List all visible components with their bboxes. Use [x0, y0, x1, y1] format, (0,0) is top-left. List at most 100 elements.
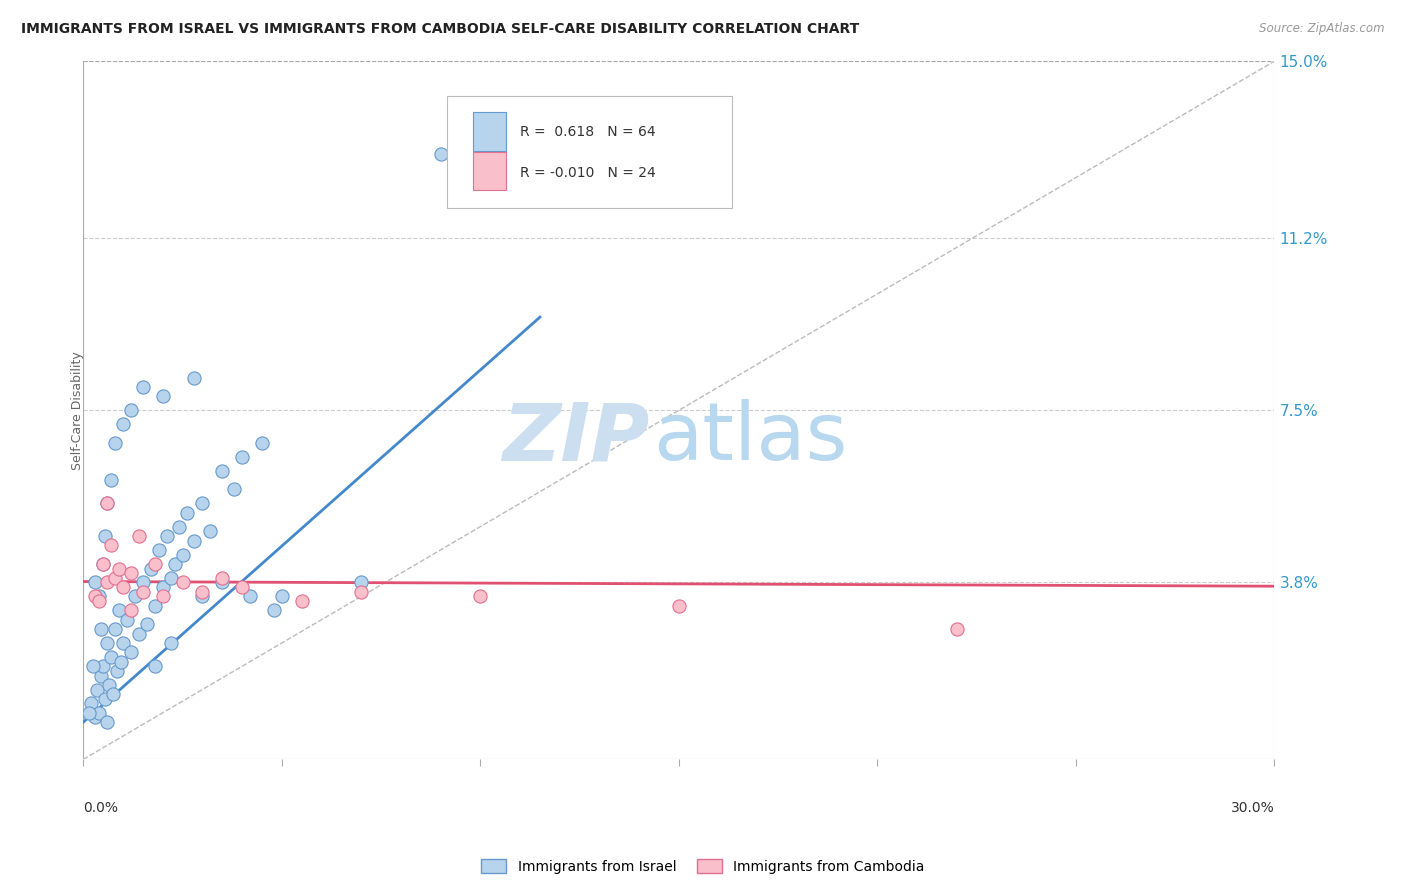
Point — [101, 687, 124, 701]
Legend: Immigrants from Israel, Immigrants from Cambodia: Immigrants from Israel, Immigrants from … — [475, 852, 931, 880]
Point — [946, 622, 969, 636]
Point — [104, 571, 127, 585]
Text: 30.0%: 30.0% — [1230, 801, 1274, 815]
Point — [143, 557, 166, 571]
Point — [470, 590, 492, 604]
Text: atlas: atlas — [652, 400, 846, 477]
Point — [111, 417, 134, 432]
Text: IMMIGRANTS FROM ISRAEL VS IMMIGRANTS FROM CAMBODIA SELF-CARE DISABILITY CORRELAT: IMMIGRANTS FROM ISRAEL VS IMMIGRANTS FRO… — [21, 22, 859, 37]
Point — [128, 626, 150, 640]
Bar — [472, 112, 506, 151]
Point — [120, 403, 142, 417]
Point — [143, 599, 166, 613]
Point — [211, 571, 233, 585]
Point — [120, 603, 142, 617]
Point — [159, 636, 181, 650]
Point — [191, 584, 214, 599]
Point — [96, 496, 118, 510]
Point — [167, 519, 190, 533]
Point — [148, 542, 170, 557]
Point — [191, 590, 214, 604]
Point — [350, 584, 373, 599]
Y-axis label: Self-Care Disability: Self-Care Disability — [72, 351, 84, 469]
Point — [100, 649, 122, 664]
Point — [94, 529, 117, 543]
Point — [239, 590, 262, 604]
Point — [89, 706, 111, 720]
Text: R = -0.010   N = 24: R = -0.010 N = 24 — [520, 166, 657, 180]
Point — [139, 561, 162, 575]
Point — [120, 645, 142, 659]
Point — [224, 483, 246, 497]
Point — [96, 496, 118, 510]
Point — [156, 529, 179, 543]
Point — [94, 691, 117, 706]
Text: 0.0%: 0.0% — [83, 801, 118, 815]
Point — [159, 571, 181, 585]
Point — [120, 566, 142, 581]
Point — [132, 575, 155, 590]
Point — [96, 575, 118, 590]
Point — [668, 599, 690, 613]
Point — [84, 575, 107, 590]
Point — [429, 147, 451, 161]
Point — [132, 584, 155, 599]
Point — [128, 529, 150, 543]
Point — [108, 561, 131, 575]
Text: ZIP: ZIP — [502, 400, 650, 477]
Point — [124, 590, 146, 604]
Point — [91, 557, 114, 571]
Point — [111, 580, 134, 594]
Point — [291, 594, 314, 608]
Point — [231, 580, 253, 594]
FancyBboxPatch shape — [447, 96, 733, 208]
Point — [111, 636, 134, 650]
Point — [77, 706, 100, 720]
Bar — [472, 152, 506, 190]
Point — [172, 575, 194, 590]
Point — [89, 594, 111, 608]
Point — [82, 659, 104, 673]
Point — [90, 668, 112, 682]
Point — [263, 603, 285, 617]
Point — [80, 697, 103, 711]
Point — [104, 622, 127, 636]
Point — [200, 524, 222, 539]
Point — [163, 557, 186, 571]
Point — [143, 659, 166, 673]
Point — [90, 622, 112, 636]
Point — [86, 682, 108, 697]
Point — [108, 603, 131, 617]
Point — [152, 590, 174, 604]
Point — [89, 590, 111, 604]
Point — [100, 473, 122, 487]
Point — [105, 664, 128, 678]
Point — [183, 533, 205, 548]
Point — [84, 590, 107, 604]
Point — [96, 636, 118, 650]
Point — [152, 389, 174, 403]
Text: R =  0.618   N = 64: R = 0.618 N = 64 — [520, 126, 657, 139]
Point — [84, 710, 107, 724]
Point — [176, 506, 198, 520]
Point — [270, 590, 292, 604]
Point — [132, 380, 155, 394]
Point — [110, 655, 132, 669]
Point — [191, 496, 214, 510]
Point — [183, 370, 205, 384]
Point — [211, 575, 233, 590]
Point — [91, 659, 114, 673]
Point — [100, 538, 122, 552]
Point — [96, 715, 118, 730]
Point — [135, 617, 157, 632]
Point — [91, 557, 114, 571]
Point — [211, 464, 233, 478]
Point — [172, 548, 194, 562]
Point — [104, 435, 127, 450]
Point — [231, 450, 253, 464]
Text: Source: ZipAtlas.com: Source: ZipAtlas.com — [1260, 22, 1385, 36]
Point — [98, 678, 121, 692]
Point — [350, 575, 373, 590]
Point — [250, 435, 273, 450]
Point — [115, 613, 138, 627]
